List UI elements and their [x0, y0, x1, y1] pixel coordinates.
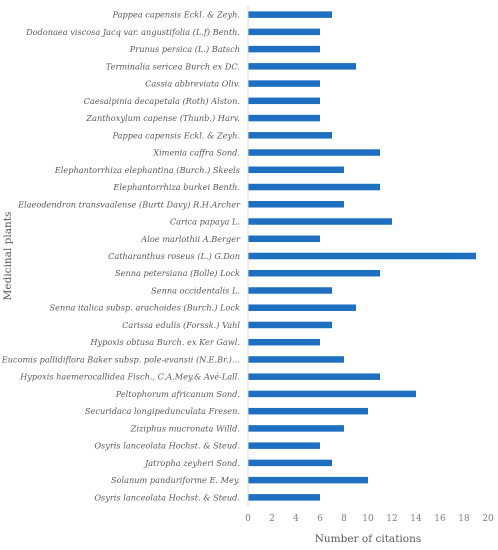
bar-19: [248, 338, 320, 346]
bars-group: [248, 11, 476, 501]
x-axis-title: Number of citations: [315, 533, 422, 545]
bar-28: [248, 494, 320, 501]
category-label-7: Pappea capensis Eckl. & Zeyh.: [111, 130, 240, 140]
x-tick-label-6: 12: [386, 514, 397, 524]
bar-20: [248, 356, 344, 363]
bar-3: [248, 63, 356, 70]
bar-14: [248, 252, 476, 260]
bar-27: [248, 476, 368, 484]
category-label-25: Osyris lanceolata Hochst. & Steud.: [94, 441, 240, 451]
category-label-6: Zanthoxylum capense (Thunb.) Harv.: [85, 113, 240, 123]
x-tick-label-0: 0: [245, 514, 251, 524]
category-label-12: Carica papaya L.: [170, 217, 240, 227]
bar-5: [248, 97, 320, 105]
category-label-2: Prunus persica (L.) Batsch: [129, 44, 240, 54]
category-label-3: Terminalia sericea Burch ex DC.: [106, 61, 240, 71]
bar-21: [248, 373, 380, 380]
category-label-18: Carissa edulis (Forssk.) Vahl: [122, 320, 240, 330]
category-label-9: Elephantorrhiza elephantina (Burch.) Ske…: [54, 165, 240, 175]
category-label-14: Catharanthus roseus (L.) G.Don: [108, 251, 240, 261]
category-labels-group: Pappea capensis Eckl. & Zeyh. Dodonaea vi…: [1, 10, 241, 503]
x-tick-label-3: 6: [317, 514, 323, 524]
x-tick-label-5: 10: [362, 514, 374, 524]
bar-13: [248, 235, 320, 243]
bar-12: [248, 218, 392, 225]
bar-4: [248, 80, 320, 87]
bar-2: [248, 45, 320, 53]
category-label-20: Eucomis pallidiflora Baker subsp. pole-e…: [1, 354, 240, 364]
category-label-1: Dodonaea viscosa Jacq var. angustifolia …: [25, 27, 240, 37]
bar-18: [248, 321, 332, 329]
category-label-8: Ximenia caffra Sond.: [152, 148, 240, 158]
bar-10: [248, 183, 380, 191]
category-label-22: Peltophorum africanum Sond.: [115, 389, 240, 399]
x-tick-label-8: 16: [434, 514, 446, 524]
bar-17: [248, 304, 356, 311]
category-label-28: Osyris lanceolata Hochst. & Steud.: [94, 492, 240, 502]
x-tick-label-10: 20: [482, 514, 494, 524]
bar-6: [248, 114, 320, 122]
category-label-21: Hypoxis haemerocallidea Fisch., C.A.Mey.…: [19, 372, 240, 382]
bar-15: [248, 269, 380, 277]
category-label-16: Senna occidentalis L.: [151, 285, 240, 295]
category-label-0: Pappea capensis Eckl. & Zeyh.: [111, 10, 240, 20]
bar-1: [248, 28, 320, 36]
x-tick-labels-group: 0 2 4 6 8 10 12 14 16 18 20: [245, 514, 494, 524]
x-tick-label-1: 2: [269, 514, 275, 524]
x-tick-label-2: 4: [293, 514, 299, 524]
bar-7: [248, 132, 332, 139]
category-label-23: Securidaca longipedunculata Fresen.: [85, 406, 240, 416]
bar-26: [248, 459, 332, 467]
bar-11: [248, 201, 344, 208]
bar-22: [248, 390, 416, 398]
bar-8: [248, 149, 380, 156]
category-label-15: Senna petersiana (Bolle) Lock: [115, 268, 240, 278]
x-tick-label-9: 18: [458, 514, 470, 524]
category-label-27: Solanum panduriforme E. Mey.: [111, 475, 240, 485]
bar-0: [248, 11, 332, 18]
category-label-5: Caesalpinia decapetala (Roth) Alston.: [84, 96, 240, 106]
category-label-4: Cassia abbreviata Oliv.: [145, 79, 240, 89]
bar-24: [248, 425, 344, 432]
bar-23: [248, 407, 368, 415]
category-label-26: Jatropha zeyheri Sond.: [143, 458, 240, 468]
x-tick-label-4: 8: [341, 514, 347, 524]
category-label-19: Hypoxis obtusa Burch. ex Ker Gawl.: [89, 337, 240, 347]
bar-16: [248, 287, 332, 294]
y-axis-title: Medicinal plants: [2, 212, 14, 301]
category-label-24: Ziziphus mucronata Willd.: [130, 423, 240, 433]
category-label-13: Aloe marlothii A.Berger: [140, 234, 241, 244]
category-label-11: Elaeodendron transvaalense (Burtt Davy) …: [17, 199, 241, 209]
category-label-10: Elephantorrhiza burkei Benth.: [112, 182, 240, 192]
bar-25: [248, 442, 320, 449]
x-tick-label-7: 14: [410, 514, 422, 524]
category-label-17: Senna italica subsp. arachoides (Burch.)…: [50, 303, 241, 313]
bar-9: [248, 166, 344, 174]
